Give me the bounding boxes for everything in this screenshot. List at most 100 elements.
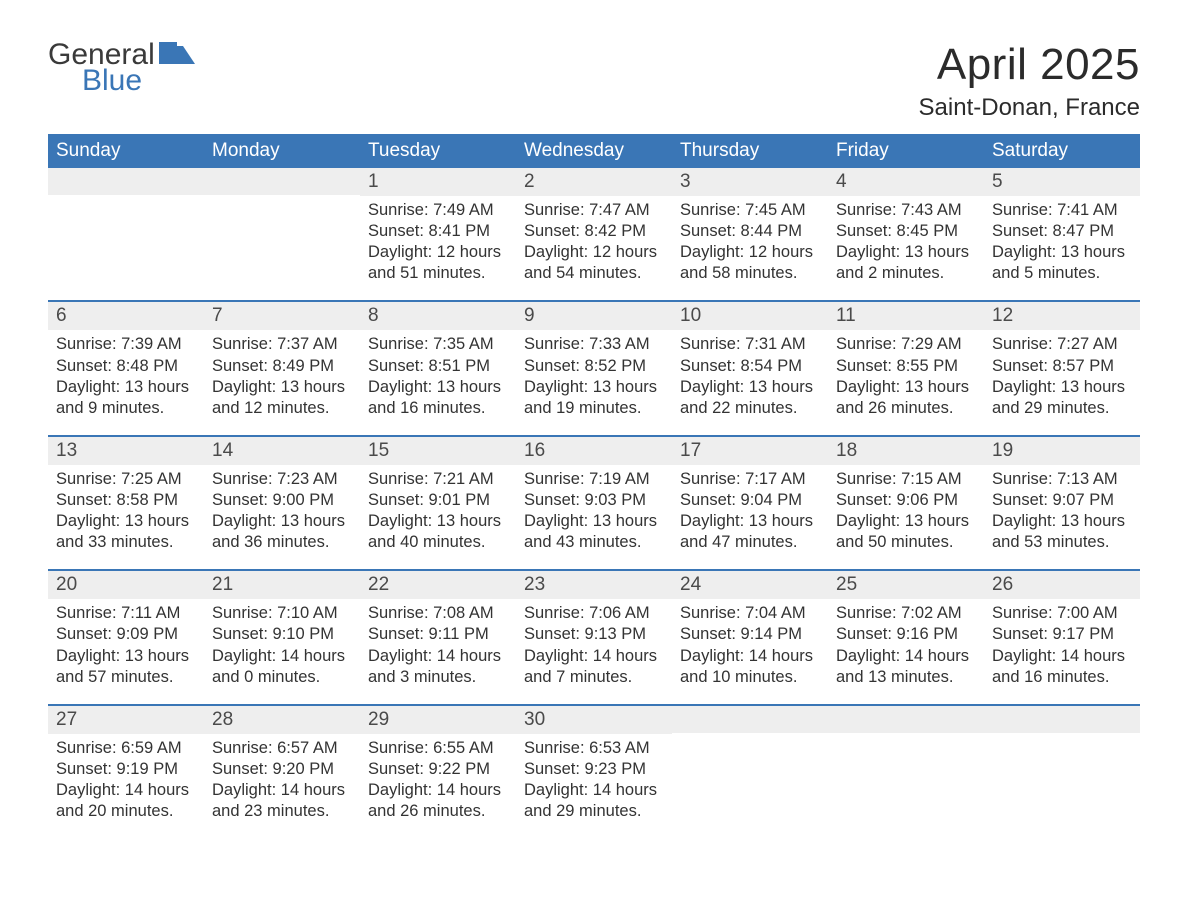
- sunset-text: Sunset: 8:47 PM: [992, 221, 1132, 242]
- daylight1-text: Daylight: 13 hours: [992, 242, 1132, 263]
- daylight1-text: Daylight: 12 hours: [368, 242, 508, 263]
- sunset-text: Sunset: 9:14 PM: [680, 624, 820, 645]
- daylight1-text: Daylight: 14 hours: [992, 646, 1132, 667]
- sunrise-text: Sunrise: 7:45 AM: [680, 200, 820, 221]
- sunrise-text: Sunrise: 7:37 AM: [212, 334, 352, 355]
- daylight2-text: and 16 minutes.: [368, 398, 508, 419]
- sunrise-text: Sunrise: 7:35 AM: [368, 334, 508, 355]
- day-cell: 3Sunrise: 7:45 AMSunset: 8:44 PMDaylight…: [672, 168, 828, 300]
- dow-sunday: Sunday: [48, 134, 204, 168]
- daylight2-text: and 23 minutes.: [212, 801, 352, 822]
- daylight2-text: and 16 minutes.: [992, 667, 1132, 688]
- sunrise-text: Sunrise: 7:15 AM: [836, 469, 976, 490]
- sunrise-text: Sunrise: 7:25 AM: [56, 469, 196, 490]
- daynum-band: 2: [516, 168, 672, 196]
- sunset-text: Sunset: 9:01 PM: [368, 490, 508, 511]
- daylight2-text: and 9 minutes.: [56, 398, 196, 419]
- daylight2-text: and 2 minutes.: [836, 263, 976, 284]
- daynum-band: 12: [984, 302, 1140, 330]
- daylight2-text: and 26 minutes.: [368, 801, 508, 822]
- daylight1-text: Daylight: 13 hours: [56, 511, 196, 532]
- daylight2-text: and 47 minutes.: [680, 532, 820, 553]
- daylight2-text: and 33 minutes.: [56, 532, 196, 553]
- daylight2-text: and 0 minutes.: [212, 667, 352, 688]
- day-body: Sunrise: 7:04 AMSunset: 9:14 PMDaylight:…: [672, 599, 828, 703]
- dow-friday: Friday: [828, 134, 984, 168]
- daynum-band: 28: [204, 706, 360, 734]
- day-body: Sunrise: 7:17 AMSunset: 9:04 PMDaylight:…: [672, 465, 828, 569]
- sunrise-text: Sunrise: 7:21 AM: [368, 469, 508, 490]
- day-cell: 5Sunrise: 7:41 AMSunset: 8:47 PMDaylight…: [984, 168, 1140, 300]
- daylight1-text: Daylight: 14 hours: [212, 780, 352, 801]
- week-row: 20Sunrise: 7:11 AMSunset: 9:09 PMDayligh…: [48, 569, 1140, 703]
- sunset-text: Sunset: 9:00 PM: [212, 490, 352, 511]
- day-body: Sunrise: 6:59 AMSunset: 9:19 PMDaylight:…: [48, 734, 204, 838]
- sunset-text: Sunset: 9:04 PM: [680, 490, 820, 511]
- sunrise-text: Sunrise: 7:49 AM: [368, 200, 508, 221]
- daylight1-text: Daylight: 14 hours: [524, 780, 664, 801]
- day-cell: 30Sunrise: 6:53 AMSunset: 9:23 PMDayligh…: [516, 706, 672, 838]
- day-number: 11: [836, 305, 856, 326]
- day-cell: [48, 168, 204, 300]
- day-cell: [984, 706, 1140, 838]
- dow-tuesday: Tuesday: [360, 134, 516, 168]
- day-cell: 12Sunrise: 7:27 AMSunset: 8:57 PMDayligh…: [984, 302, 1140, 434]
- flag-icon: [159, 42, 195, 68]
- day-body: Sunrise: 7:06 AMSunset: 9:13 PMDaylight:…: [516, 599, 672, 703]
- day-number: 14: [212, 440, 233, 461]
- daylight2-text: and 58 minutes.: [680, 263, 820, 284]
- sunrise-text: Sunrise: 7:31 AM: [680, 334, 820, 355]
- sunset-text: Sunset: 9:09 PM: [56, 624, 196, 645]
- daylight1-text: Daylight: 14 hours: [524, 646, 664, 667]
- day-cell: 15Sunrise: 7:21 AMSunset: 9:01 PMDayligh…: [360, 437, 516, 569]
- sunrise-text: Sunrise: 7:06 AM: [524, 603, 664, 624]
- sunset-text: Sunset: 9:11 PM: [368, 624, 508, 645]
- daylight2-text: and 54 minutes.: [524, 263, 664, 284]
- day-body: Sunrise: 7:00 AMSunset: 9:17 PMDaylight:…: [984, 599, 1140, 703]
- day-cell: 19Sunrise: 7:13 AMSunset: 9:07 PMDayligh…: [984, 437, 1140, 569]
- day-number: 24: [680, 574, 701, 595]
- day-body: Sunrise: 6:55 AMSunset: 9:22 PMDaylight:…: [360, 734, 516, 838]
- sunrise-text: Sunrise: 7:43 AM: [836, 200, 976, 221]
- sunset-text: Sunset: 9:07 PM: [992, 490, 1132, 511]
- brand-logo: General Blue: [48, 40, 195, 96]
- daynum-band: 11: [828, 302, 984, 330]
- daynum-band: 6: [48, 302, 204, 330]
- week-row: 6Sunrise: 7:39 AMSunset: 8:48 PMDaylight…: [48, 300, 1140, 434]
- day-body: Sunrise: 7:41 AMSunset: 8:47 PMDaylight:…: [984, 196, 1140, 300]
- sunrise-text: Sunrise: 7:13 AM: [992, 469, 1132, 490]
- header: General Blue April 2025 Saint-Donan, Fra…: [48, 40, 1140, 122]
- day-cell: 21Sunrise: 7:10 AMSunset: 9:10 PMDayligh…: [204, 571, 360, 703]
- day-cell: [828, 706, 984, 838]
- daylight1-text: Daylight: 13 hours: [212, 377, 352, 398]
- daynum-band: 25: [828, 571, 984, 599]
- daylight1-text: Daylight: 14 hours: [368, 780, 508, 801]
- day-body: Sunrise: 7:25 AMSunset: 8:58 PMDaylight:…: [48, 465, 204, 569]
- day-cell: [204, 168, 360, 300]
- daylight2-text: and 7 minutes.: [524, 667, 664, 688]
- sunset-text: Sunset: 9:20 PM: [212, 759, 352, 780]
- day-number: 27: [56, 709, 77, 730]
- sunrise-text: Sunrise: 7:02 AM: [836, 603, 976, 624]
- day-cell: 8Sunrise: 7:35 AMSunset: 8:51 PMDaylight…: [360, 302, 516, 434]
- daynum-band: 30: [516, 706, 672, 734]
- daynum-band: 10: [672, 302, 828, 330]
- week-row: 27 Sunrise: 6:59 AMSunset: 9:19 PMDayligh…: [48, 704, 1140, 838]
- day-body: Sunrise: 7:08 AMSunset: 9:11 PMDaylight:…: [360, 599, 516, 703]
- daynum-band: 15: [360, 437, 516, 465]
- day-cell: 7Sunrise: 7:37 AMSunset: 8:49 PMDaylight…: [204, 302, 360, 434]
- empty-day-band: [984, 706, 1140, 733]
- day-number: 23: [524, 574, 545, 595]
- daylight2-text: and 43 minutes.: [524, 532, 664, 553]
- sunrise-text: Sunrise: 6:53 AM: [524, 738, 664, 759]
- daynum-band: 18: [828, 437, 984, 465]
- sunset-text: Sunset: 8:52 PM: [524, 356, 664, 377]
- day-body: Sunrise: 6:53 AMSunset: 9:23 PMDaylight:…: [516, 734, 672, 838]
- daynum-band: 9: [516, 302, 672, 330]
- sunrise-text: Sunrise: 7:29 AM: [836, 334, 976, 355]
- day-number: 26: [992, 574, 1013, 595]
- daynum-band: 27: [48, 706, 204, 734]
- daylight1-text: Daylight: 12 hours: [524, 242, 664, 263]
- day-body: Sunrise: 6:57 AMSunset: 9:20 PMDaylight:…: [204, 734, 360, 838]
- day-cell: 1Sunrise: 7:49 AMSunset: 8:41 PMDaylight…: [360, 168, 516, 300]
